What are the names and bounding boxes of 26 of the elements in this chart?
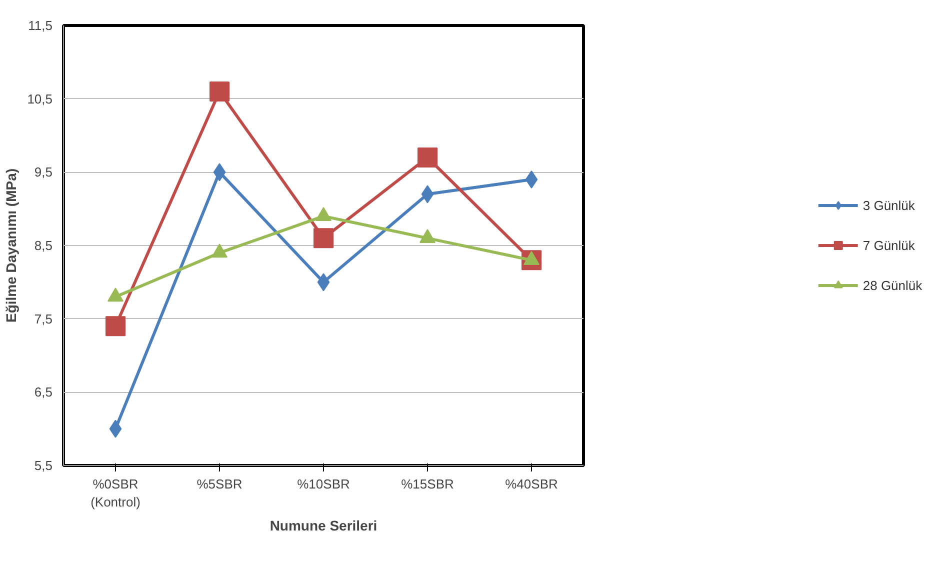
x-tick-label: %5SBR [196, 476, 242, 492]
y-tick-label: 5,5 [34, 458, 53, 473]
point [421, 185, 434, 204]
y-tick-label: 11,5 [28, 18, 53, 33]
x-tick-label: %40SBR [505, 476, 558, 492]
point [418, 148, 438, 168]
point [210, 82, 230, 102]
y-axis-title: Eğilme Dayanımı (MPa) [3, 168, 20, 323]
legend-label: 28 Günlük [862, 278, 922, 292]
x-axis-title: Numune Serileri [270, 518, 378, 534]
point [109, 420, 122, 438]
point [213, 163, 226, 182]
x-tick-label: %10SBR [297, 476, 350, 492]
y-tick-label: 10,5 [27, 91, 53, 106]
y-tick-label: 9,5 [34, 164, 53, 180]
point [314, 228, 334, 248]
y-tick-label: 8,5 [34, 238, 53, 253]
point [106, 316, 126, 336]
x-tick-label: %0SBR (Kontrol) [90, 476, 140, 510]
legend-label: 7 Günlük [862, 238, 915, 252]
legend-label: 3 Günlük [862, 198, 915, 212]
y-tick-label: 7,5 [34, 311, 53, 326]
y-tick-label: 6,5 [34, 384, 53, 400]
x-tick-label: %15SBR [401, 476, 454, 492]
point [525, 170, 538, 188]
point [317, 273, 330, 292]
